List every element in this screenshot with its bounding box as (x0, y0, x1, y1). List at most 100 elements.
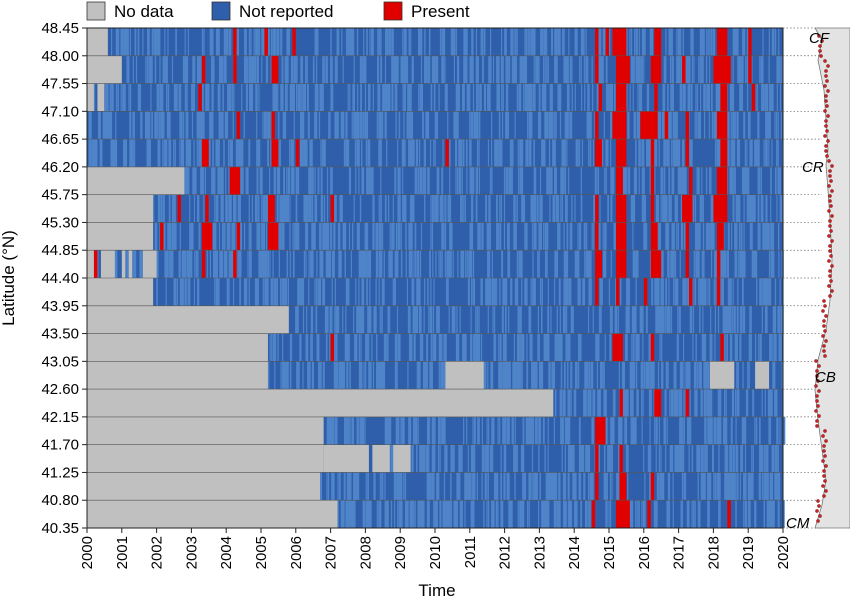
not-reported-stripe (346, 139, 350, 167)
not-reported-stripe (758, 472, 761, 501)
not-reported-stripe (697, 444, 701, 473)
not-reported-stripe (171, 55, 174, 84)
not-reported-stripe (345, 305, 347, 334)
site-marker (822, 319, 826, 323)
not-reported-stripe (315, 305, 318, 334)
not-reported-stripe (641, 416, 643, 445)
not-reported-stripe (702, 28, 705, 56)
not-reported-stripe (211, 166, 213, 195)
x-tick-label: 2006 (288, 536, 305, 569)
not-reported-stripe (393, 472, 397, 501)
not-reported-stripe (541, 194, 543, 223)
not-reported-stripe (530, 472, 532, 501)
not-reported-stripe (381, 472, 384, 501)
not-reported-stripe (432, 333, 437, 362)
not-reported-stripe (403, 28, 407, 56)
not-reported-stripe (330, 55, 333, 84)
site-marker (824, 439, 828, 443)
not-reported-stripe (366, 278, 368, 306)
not-reported-stripe (434, 111, 439, 140)
not-reported-stripe (696, 444, 699, 473)
not-reported-stripe (184, 55, 189, 84)
not-reported-stripe (748, 361, 750, 390)
present-cell (612, 28, 627, 56)
not-reported-stripe (316, 333, 320, 362)
not-reported-stripe (475, 55, 479, 84)
not-reported-stripe (278, 139, 280, 167)
not-reported-stripe (295, 83, 298, 112)
not-reported-stripe (673, 389, 677, 417)
not-reported-stripe (123, 28, 126, 56)
present-cell (267, 222, 279, 251)
not-reported-stripe (644, 194, 647, 223)
not-reported-stripe (201, 111, 205, 140)
not-reported-stripe (602, 222, 604, 251)
not-reported-stripe (631, 305, 635, 334)
not-reported-stripe (666, 222, 670, 251)
not-reported-stripe (729, 166, 732, 195)
not-reported-stripe (184, 83, 187, 112)
not-reported-stripe (347, 28, 351, 56)
not-reported-stripe (475, 166, 479, 195)
not-reported-stripe (397, 166, 401, 195)
not-reported-stripe (129, 83, 132, 112)
not-reported-stripe (211, 55, 215, 84)
not-reported-stripe (528, 111, 533, 140)
not-reported-stripe (416, 278, 421, 306)
not-reported-stripe (230, 83, 232, 112)
not-reported-stripe (305, 333, 309, 362)
not-reported-stripe (286, 83, 288, 112)
x-tick-label: 2010 (427, 536, 444, 569)
not-reported-stripe (281, 222, 284, 251)
not-reported-stripe (286, 28, 290, 56)
not-reported-stripe (379, 500, 382, 528)
not-reported-stripe (720, 250, 722, 278)
not-reported-stripe (524, 28, 526, 56)
present-cell (605, 28, 609, 56)
not-reported-stripe (465, 250, 467, 278)
not-reported-stripe (661, 361, 664, 390)
not-reported-stripe (577, 222, 579, 251)
not-reported-stripe (608, 278, 611, 306)
not-reported-stripe (558, 222, 560, 251)
not-reported-stripe (271, 333, 273, 362)
not-reported-stripe (368, 305, 372, 334)
not-reported-stripe (157, 139, 161, 167)
not-reported-stripe (680, 444, 683, 473)
not-reported-stripe (395, 111, 397, 140)
not-reported-stripe (160, 111, 165, 140)
present-cell (716, 222, 724, 251)
not-reported-stripe (580, 28, 585, 56)
not-reported-stripe (611, 444, 613, 473)
not-reported-stripe (551, 83, 553, 112)
not-reported-stripe (232, 222, 236, 251)
not-reported-stripe (770, 222, 775, 251)
x-tick-label: 2015 (601, 536, 618, 569)
not-reported-stripe (593, 222, 595, 251)
not-reported-stripe (692, 333, 694, 362)
not-reported-stripe (580, 194, 583, 223)
not-reported-stripe (575, 500, 578, 528)
not-reported-stripe (508, 222, 510, 251)
not-reported-stripe (628, 305, 630, 334)
not-reported-stripe (510, 28, 514, 56)
not-reported-stripe (386, 28, 389, 56)
not-reported-stripe (345, 28, 348, 56)
not-reported-stripe (755, 416, 758, 445)
present-cell (612, 333, 623, 362)
not-reported-stripe (546, 333, 550, 362)
not-reported-stripe (356, 416, 359, 445)
not-reported-stripe (403, 111, 405, 140)
not-reported-stripe (110, 111, 112, 140)
not-reported-stripe (729, 83, 734, 112)
not-reported-stripe (499, 194, 501, 223)
not-reported-stripe (256, 194, 258, 223)
not-reported-stripe (483, 28, 486, 56)
not-reported-stripe (768, 250, 771, 278)
site-marker (816, 519, 820, 523)
not-reported-stripe (777, 500, 780, 528)
not-reported-stripe (461, 444, 463, 473)
not-reported-stripe (710, 472, 712, 501)
site-marker (817, 504, 821, 508)
not-reported-stripe (208, 83, 210, 112)
